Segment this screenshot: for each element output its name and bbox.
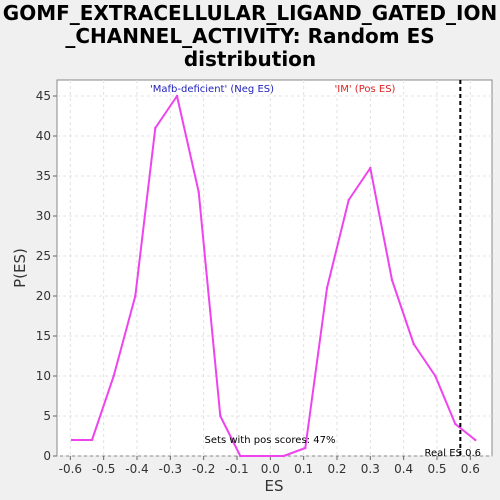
x-tick-label: 0.4 (394, 462, 413, 476)
y-tick-label: 45 (36, 89, 51, 103)
data-point (282, 454, 285, 458)
data-point (434, 374, 437, 378)
y-axis-title: P(ES) (11, 248, 29, 288)
y-tick-label: 20 (36, 289, 51, 303)
x-tick-label: 0.1 (294, 462, 313, 476)
pos-scores-label: Sets with pos scores: 47% (205, 435, 336, 446)
data-point (154, 126, 157, 130)
x-tick-label: -0.3 (159, 462, 182, 476)
x-tick-label: -0.1 (225, 462, 248, 476)
chart-title: GOMF_EXTRACELLULAR_LIGAND_GATED_ION _CHA… (2, 1, 498, 71)
series-line (72, 95, 476, 457)
data-point (112, 374, 115, 378)
data-point (474, 438, 477, 442)
y-tick-label: 25 (36, 249, 51, 263)
series-group (70, 94, 477, 458)
data-point (454, 422, 457, 426)
data-point (134, 294, 137, 298)
gridlines (57, 80, 492, 457)
data-point (347, 198, 350, 202)
neg-es-label: 'Mafb-deficient' (Neg ES) (150, 84, 274, 95)
data-point (260, 454, 264, 458)
x-axis: -0.6 -0.5 -0.4 -0.3 -0.2 -0.1 0.0 0.1 0.2 0.3 0.4 0… (59, 456, 480, 476)
data-point (304, 446, 307, 450)
x-tick-label: 0.3 (361, 462, 380, 476)
x-tick-label: -0.6 (59, 462, 82, 476)
data-point (70, 438, 74, 442)
x-tick-label: -0.2 (192, 462, 215, 476)
y-tick-label: 30 (36, 209, 51, 223)
data-point (412, 342, 415, 346)
data-point (390, 278, 394, 282)
x-tick-label: -0.5 (92, 462, 115, 476)
data-point (197, 190, 200, 194)
x-axis-title: ES (265, 477, 284, 495)
y-axis: 0 5 10 15 20 25 30 35 40 45 (36, 89, 57, 463)
x-tick-label: 0.2 (327, 462, 346, 476)
data-point (369, 166, 372, 170)
y-tick-label: 40 (36, 129, 51, 143)
data-point (90, 438, 94, 442)
data-point (175, 94, 179, 98)
data-point (219, 414, 222, 418)
x-tick-label: 0.5 (427, 462, 446, 476)
y-tick-label: 5 (43, 409, 51, 423)
data-point (239, 454, 242, 458)
y-tick-label: 10 (36, 369, 51, 383)
y-tick-label: 0 (43, 449, 51, 463)
x-tick-label: -0.4 (125, 462, 148, 476)
data-point (325, 286, 329, 290)
x-tick-label: 0.0 (261, 462, 280, 476)
y-tick-label: 15 (36, 329, 51, 343)
real-es-label: Real ES 0.6 (425, 448, 481, 459)
x-tick-label: 0.6 (461, 462, 480, 476)
pos-es-label: 'IM' (Pos ES) (335, 84, 396, 95)
y-tick-label: 35 (36, 169, 51, 183)
